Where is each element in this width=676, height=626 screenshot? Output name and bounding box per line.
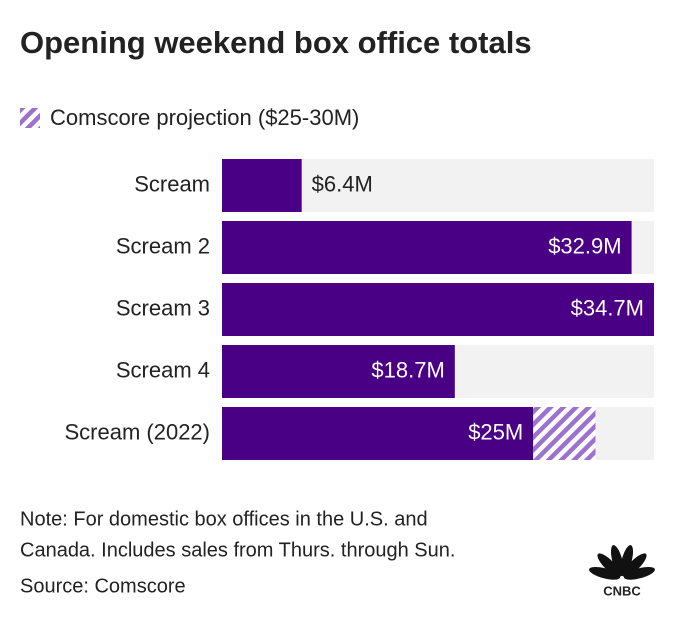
value-label: $32.9M <box>548 233 621 258</box>
y-tick-label: Scream <box>134 171 210 196</box>
bar <box>222 159 302 212</box>
chart-title: Opening weekend box office totals <box>20 25 532 60</box>
projection-bar <box>533 407 596 460</box>
value-label: $34.7M <box>571 295 644 320</box>
note: Note: For domestic box offices in the U.… <box>20 508 428 530</box>
y-tick-label: Scream 3 <box>116 295 210 320</box>
y-tick-label: Scream 4 <box>116 357 210 382</box>
logo: CNBC <box>589 545 655 598</box>
y-tick-label: Scream 2 <box>116 233 210 258</box>
note: Canada. Includes sales from Thurs. throu… <box>20 539 455 561</box>
legend-label: Comscore projection ($25-30M) <box>50 105 359 130</box>
source: Source: Comscore <box>20 575 186 597</box>
value-label: $18.7M <box>371 357 444 382</box>
legend-swatch <box>20 108 40 128</box>
legend: Comscore projection ($25-30M) <box>20 105 359 130</box>
bar <box>222 221 632 274</box>
bar <box>222 407 534 460</box>
value-label: $25M <box>468 419 523 444</box>
value-label: $6.4M <box>312 171 373 196</box>
logo-text: CNBC <box>603 583 641 598</box>
bar <box>222 345 455 398</box>
y-tick-label: Scream (2022) <box>64 419 210 444</box>
bar <box>222 283 654 336</box>
